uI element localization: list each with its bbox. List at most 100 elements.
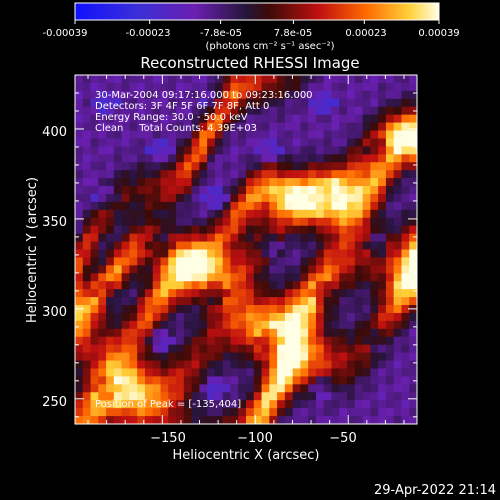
heatmap-cell — [315, 281, 325, 290]
heatmap-cell — [331, 225, 340, 235]
heatmap-cell — [300, 186, 309, 195]
heatmap-cell — [246, 233, 255, 243]
heatmap-cell — [401, 233, 410, 243]
heatmap-cell — [230, 201, 239, 211]
heatmap-cell — [152, 416, 162, 424]
heatmap-cell — [168, 82, 177, 92]
heatmap-cell — [214, 209, 224, 219]
heatmap-cell — [98, 170, 107, 179]
heatmap-cell — [222, 320, 232, 330]
heatmap-cell — [308, 265, 317, 274]
heatmap-cell — [277, 312, 286, 322]
heatmap-cell — [222, 392, 232, 401]
heatmap-cell — [246, 336, 255, 346]
heatmap-cell — [378, 154, 387, 163]
heatmap-cell — [362, 376, 371, 385]
heatmap-cell — [183, 249, 193, 259]
heatmap-cell — [90, 257, 99, 266]
heatmap-cell — [323, 106, 333, 116]
heatmap-cell — [230, 392, 239, 401]
heatmap-cell — [362, 305, 371, 314]
heatmap-cell — [339, 416, 348, 424]
heatmap-cell — [308, 233, 317, 243]
colorbar-tick-2: -7.8e-05 — [200, 28, 242, 39]
heatmap-cell — [199, 75, 208, 84]
heatmap-cell — [300, 376, 309, 385]
heatmap-cell — [315, 90, 325, 100]
heatmap-cell — [401, 122, 410, 132]
heatmap-cell — [378, 305, 387, 314]
heatmap-cell — [308, 368, 317, 378]
heatmap-cell — [370, 130, 379, 140]
heatmap-cell — [354, 170, 364, 179]
heatmap-cell — [331, 193, 340, 203]
heatmap-cell — [207, 360, 216, 370]
heatmap-cell — [207, 154, 216, 163]
heatmap-cell — [222, 130, 232, 140]
heatmap-cell — [98, 154, 107, 163]
heatmap-cell — [90, 249, 99, 259]
heatmap-cell — [393, 408, 403, 417]
heatmap-cell — [292, 82, 302, 92]
heatmap-cell — [230, 106, 239, 116]
heatmap-cell — [214, 400, 224, 409]
heatmap-cell — [75, 162, 84, 171]
heatmap-cell — [292, 336, 302, 346]
heatmap-cell — [300, 241, 309, 251]
heatmap-cell — [176, 392, 185, 401]
heatmap-cell — [214, 82, 224, 92]
heatmap-cell — [269, 257, 278, 266]
heatmap-cell — [370, 225, 379, 235]
heatmap-cell — [261, 98, 270, 108]
heatmap-cell — [300, 344, 309, 354]
heatmap-cell — [82, 320, 92, 330]
heatmap-cell — [253, 392, 263, 401]
heatmap-cell — [230, 257, 239, 266]
heatmap-cell — [331, 408, 340, 417]
heatmap-cell — [160, 146, 169, 155]
heatmap-cell — [168, 154, 177, 163]
heatmap-cell — [292, 408, 302, 417]
heatmap-cell — [160, 312, 169, 322]
heatmap-cell — [300, 320, 309, 330]
heatmap-cell — [331, 106, 340, 116]
heatmap-cell — [269, 98, 278, 108]
heatmap-cell — [199, 336, 208, 346]
axis-ticks — [75, 74, 417, 424]
heatmap-cell — [385, 178, 395, 187]
heatmap-cell — [98, 368, 107, 378]
heatmap-cell — [90, 297, 99, 306]
heatmap-cell — [370, 305, 379, 314]
heatmap-cell — [315, 273, 325, 282]
heatmap-cell — [121, 178, 131, 187]
heatmap-cell — [90, 392, 99, 401]
heatmap-cell — [160, 225, 169, 235]
heatmap-cell — [354, 193, 364, 203]
heatmap-cell — [129, 392, 138, 401]
heatmap-cell — [129, 106, 138, 116]
heatmap-cell — [191, 328, 200, 338]
heatmap-cell — [378, 186, 387, 195]
heatmap-cell — [106, 233, 115, 243]
heatmap-cell — [191, 249, 200, 259]
heatmap-cell — [75, 297, 84, 306]
heatmap-cell — [191, 154, 200, 163]
heatmap-cell — [75, 265, 84, 274]
heatmap-cell — [121, 75, 131, 84]
heatmap-cell — [292, 241, 302, 251]
heatmap-cell — [82, 146, 92, 155]
heatmap-cell — [253, 193, 263, 203]
heatmap-cell — [354, 305, 364, 314]
heatmap-cell — [207, 90, 216, 100]
heatmap-cell — [144, 289, 154, 298]
heatmap-cell — [199, 233, 208, 243]
heatmap-cell — [144, 98, 154, 108]
heatmap-cell — [300, 98, 309, 108]
heatmap-cell — [253, 217, 263, 227]
heatmap-cell — [152, 257, 162, 266]
heatmap-cell — [207, 162, 216, 171]
heatmap-cell — [98, 289, 107, 298]
heatmap-cell — [300, 328, 309, 338]
heatmap-cell — [339, 392, 348, 401]
heatmap-cell — [378, 225, 387, 235]
